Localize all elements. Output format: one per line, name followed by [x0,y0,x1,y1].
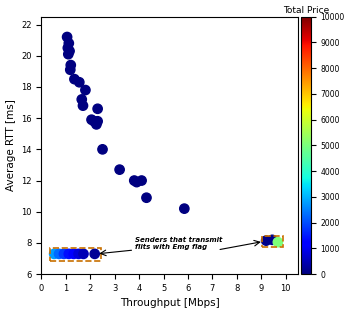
Bar [49,248,101,261]
Point [134,180,140,185]
Point [64,35,70,40]
Point [67,49,72,54]
Point [263,238,269,243]
Point [100,147,105,152]
Point [132,178,137,183]
Point [275,240,281,245]
Point [68,62,74,68]
Point [80,252,86,257]
Point [66,252,72,257]
Title: Total Price: Total Price [283,6,329,14]
X-axis label: Throughput [Mbps]: Throughput [Mbps] [120,298,219,308]
Point [61,252,67,257]
Point [71,252,77,257]
Point [65,52,71,57]
Point [80,103,86,108]
Point [95,106,100,111]
Point [93,122,99,127]
Point [77,80,82,85]
Y-axis label: Average RTT [ms]: Average RTT [ms] [6,100,15,191]
Point [83,88,88,93]
Text: Senders that transmit
flits with Emg flag: Senders that transmit flits with Emg fla… [135,237,223,250]
Point [270,237,275,242]
Point [91,119,97,124]
Point [76,252,82,257]
Point [92,252,98,257]
Point [68,67,73,72]
Bar [262,236,283,247]
Point [89,117,94,122]
Point [72,77,77,82]
Point [51,252,57,257]
Point [117,167,122,172]
Point [66,41,72,46]
Point [182,206,187,211]
Point [95,119,100,124]
Point [79,97,85,102]
Point [56,252,62,257]
Point [139,178,145,183]
Point [144,195,149,200]
Point [65,46,71,51]
